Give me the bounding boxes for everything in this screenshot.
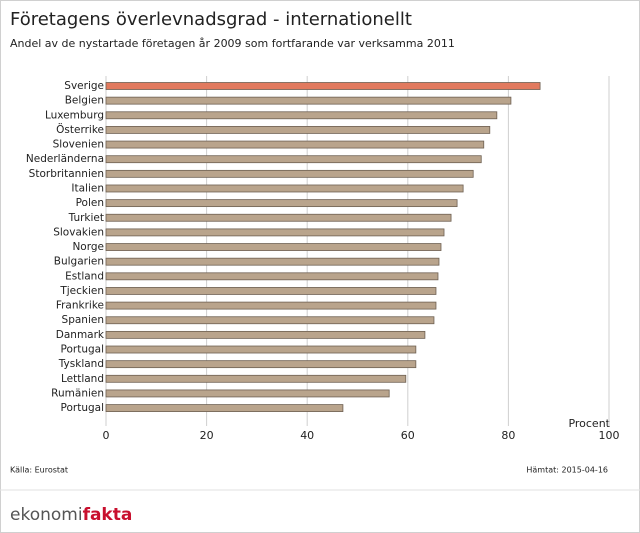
bar [105,228,445,237]
bar [105,330,426,339]
bar [105,389,390,398]
chart-subtitle: Andel av de nystartade företagen år 2009… [10,37,455,50]
y-tick-label: Norge [72,241,104,253]
bar [105,96,512,105]
y-tick-label: Belgien [65,95,104,107]
x-axis-label: Procent [568,417,610,430]
y-tick-label: Bulgarien [54,256,104,268]
bar [105,301,437,310]
y-tick-label: Frankrike [56,300,104,312]
y-tick-label: Luxemburg [45,109,104,121]
x-tick-label: 80 [501,429,515,442]
retrieved: Hämtat: 2015-04-16 [526,466,608,475]
bar [105,169,474,178]
y-tick-label: Österrike [56,123,104,136]
bar [105,111,498,120]
y-tick-label: Sverige [64,80,104,92]
bar [105,360,417,369]
y-tick-label: Spanien [62,314,104,326]
x-tick-label: 0 [103,429,110,442]
y-tick-label: Turkiet [68,212,104,224]
y-tick-label: Italien [71,182,104,194]
y-tick-label: Estland [65,270,104,282]
bar [105,374,407,383]
y-tick-label: Lettland [61,373,104,385]
source: Källa: Eurostat [10,466,68,475]
x-tick-label: 100 [599,429,620,442]
y-tick-label: Portugal [61,344,105,356]
y-tick-label: Tyskland [58,358,104,370]
logo: ekonomifakta [10,505,132,525]
bar [105,316,435,325]
bar [105,184,464,193]
y-tick-label: Portugal [61,402,105,414]
bar [105,82,541,90]
x-tick-label: 60 [401,429,415,442]
y-tick-label: Slovenien [53,139,104,151]
x-tick-label: 40 [300,429,314,442]
bar [105,287,437,295]
bar [105,272,439,281]
bar [105,345,417,354]
y-tick-label: Rumänien [51,387,104,399]
y-tick-label: Tjeckien [59,285,104,297]
bar [105,140,485,149]
logo-part: fakta [83,505,133,525]
x-tick-label: 20 [200,429,214,442]
y-tick-label: Nederländerna [26,153,104,165]
bar [105,257,440,266]
bar [105,404,344,412]
bar [105,243,442,251]
bar [105,199,458,208]
bar [105,155,482,164]
bar [105,213,452,222]
y-tick-label: Slovakien [53,226,104,238]
bar [105,126,491,134]
y-tick-label: Polen [76,197,104,209]
chart-title: Företagens överlevnadsgrad - internation… [10,9,412,30]
y-tick-label: Danmark [56,329,105,341]
y-tick-label: Storbritannien [29,168,104,180]
logo-part: ekonomi [10,505,83,525]
